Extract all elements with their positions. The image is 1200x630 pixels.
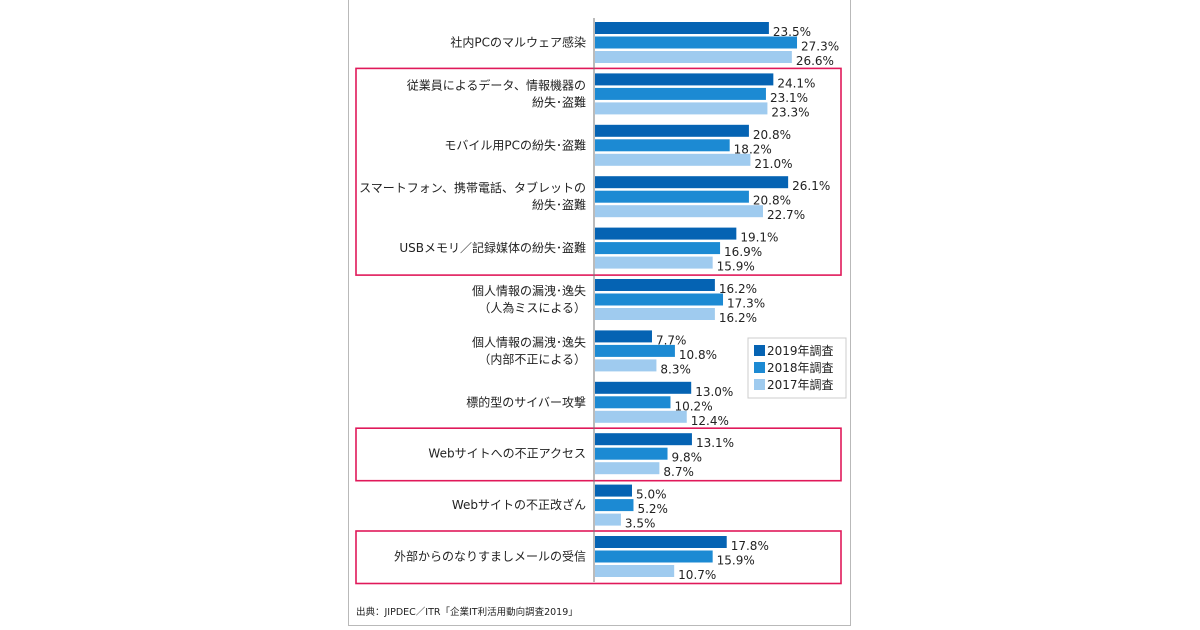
bar	[595, 565, 675, 577]
category-label: 個人情報の漏洩･逸失	[472, 283, 586, 298]
data-label: 23.1%	[770, 91, 808, 105]
bar	[595, 36, 798, 49]
data-label: 16.9%	[724, 245, 762, 259]
bar	[595, 205, 763, 218]
data-label: 10.2%	[674, 399, 712, 413]
data-label: 15.9%	[717, 554, 755, 568]
data-label: 13.0%	[695, 385, 733, 399]
data-label: 8.3%	[660, 362, 691, 376]
bar	[595, 102, 768, 115]
bar	[595, 536, 727, 548]
bar	[595, 153, 751, 166]
bar	[595, 293, 724, 306]
legend-swatch	[754, 345, 765, 356]
data-label: 9.8%	[672, 451, 703, 465]
data-label: 15.9%	[717, 260, 755, 274]
highlight-box	[355, 67, 842, 276]
data-label: 17.8%	[731, 539, 769, 553]
bar	[595, 344, 675, 357]
bar	[595, 73, 774, 86]
data-label: 27.3%	[801, 40, 839, 54]
bar	[595, 433, 692, 446]
category-label: 紛失･盗難	[532, 94, 586, 109]
bar	[595, 513, 621, 526]
data-label: 17.3%	[727, 297, 765, 311]
bar	[595, 308, 715, 320]
category-label: 標的型のサイバー攻撃	[466, 394, 586, 409]
data-label: 20.8%	[753, 128, 791, 142]
category-label: （人為ミスによる）	[478, 301, 586, 315]
bar	[595, 410, 687, 423]
data-label: 8.7%	[663, 465, 694, 479]
data-label: 22.7%	[767, 208, 805, 222]
bar	[595, 396, 671, 409]
bar	[595, 124, 749, 137]
data-label: 5.0%	[636, 488, 667, 502]
category-label: Webサイトの不正改ざん	[452, 497, 586, 512]
data-label: 10.8%	[679, 348, 717, 362]
data-label: 19.1%	[740, 231, 778, 245]
category-label: 従業員によるデータ、情報機器の	[407, 77, 586, 92]
legend-swatch	[754, 379, 765, 390]
data-label: 26.1%	[792, 179, 830, 193]
data-label: 7.7%	[656, 333, 687, 347]
bar	[595, 499, 634, 512]
bar	[595, 256, 713, 269]
data-label: 26.6%	[796, 54, 834, 68]
legend-swatch	[754, 362, 765, 373]
data-label: 13.1%	[696, 436, 734, 450]
category-label: USBメモリ／記録媒体の紛失･盗難	[399, 240, 586, 255]
category-label: （内部不正による）	[478, 351, 586, 366]
bar	[595, 359, 657, 372]
data-label: 12.4%	[691, 414, 729, 428]
bar	[595, 51, 792, 63]
category-label: Webサイトへの不正アクセス	[428, 447, 586, 461]
legend-entry: 2019年調査	[767, 344, 834, 358]
category-label: 個人情報の漏洩･逸失	[472, 334, 586, 349]
bar	[595, 227, 737, 240]
bar	[595, 139, 730, 152]
bar	[595, 87, 766, 100]
data-label: 23.5%	[773, 25, 811, 39]
data-label: 5.2%	[637, 502, 668, 516]
data-label: 18.2%	[734, 142, 772, 156]
category-label: スマートフォン、携帯電話、タブレットの	[359, 180, 586, 195]
bar	[595, 330, 652, 343]
data-label: 23.3%	[771, 105, 809, 119]
highlight-box	[355, 427, 842, 482]
bar	[595, 190, 749, 203]
data-label: 24.1%	[777, 76, 815, 90]
category-label: 社内PCのマルウェア感染	[450, 35, 586, 50]
category-label: モバイル用PCの紛失･盗難	[444, 137, 586, 152]
data-label: 16.2%	[719, 311, 757, 325]
bar	[595, 381, 692, 394]
data-label: 3.5%	[625, 517, 656, 531]
data-label: 21.0%	[754, 157, 792, 171]
bar	[595, 279, 715, 291]
category-label: 紛失･盗難	[532, 197, 586, 212]
bar	[595, 462, 660, 475]
bar	[595, 550, 713, 563]
data-label: 10.7%	[678, 568, 716, 582]
data-label: 20.8%	[753, 194, 791, 208]
legend-entry: 2017年調査	[767, 378, 834, 392]
bar	[595, 22, 769, 34]
data-label: 16.2%	[719, 282, 757, 296]
bar	[595, 447, 668, 460]
category-label: 外部からのなりすましメールの受信	[394, 549, 586, 564]
highlight-box	[355, 530, 842, 585]
source-note: 出典：JIPDEC／ITR「企業IT利活用動向調査2019」	[356, 607, 578, 618]
bar	[595, 242, 721, 255]
bar	[595, 484, 632, 497]
bar	[595, 176, 789, 189]
legend-entry: 2018年調査	[767, 361, 834, 375]
